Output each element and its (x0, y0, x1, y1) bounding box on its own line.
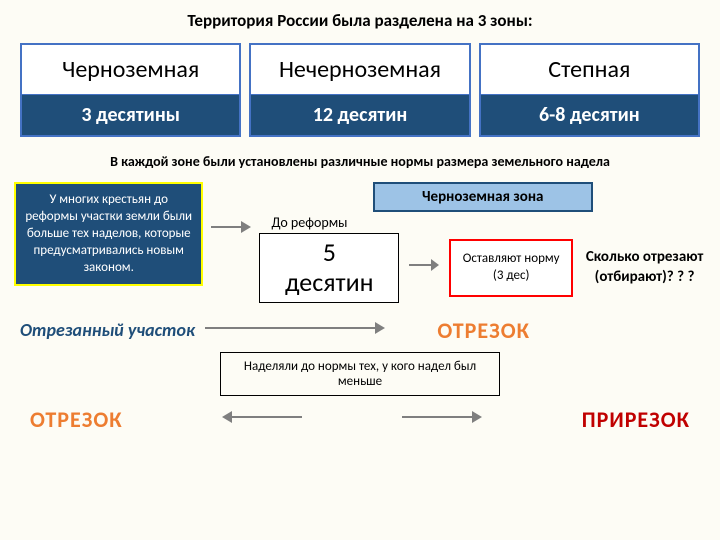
arrow-left-icon (222, 407, 302, 432)
norm-box: Оставляют норму (3 дес) (449, 239, 573, 297)
zone-detail: Черноземная зона До реформы 5 десятин Ос… (259, 182, 706, 303)
arrow-right-icon (211, 182, 251, 272)
cut-label: Отрезанный участок (20, 319, 195, 341)
page-title: Территория России была разделена на 3 зо… (0, 0, 720, 43)
zone-name: Степная (481, 45, 698, 94)
note-text: В каждой зоне были установлены различные… (0, 137, 720, 182)
question-text: Сколько отрезают (отбирают)? ? ? (583, 248, 706, 287)
zone-chernozem: Черноземная 3 десятины (20, 43, 241, 137)
detail-subtitle: До реформы (271, 214, 706, 231)
cut-row: Отрезанный участок ОТРЕЗОК (0, 303, 720, 344)
zones-row: Черноземная 3 десятины Нечерноземная 12 … (0, 43, 720, 137)
arrow-right-icon (409, 255, 439, 280)
zone-value: 3 десятины (22, 94, 239, 135)
zone-name: Черноземная (22, 45, 239, 94)
zone-value: 6-8 десятин (481, 94, 698, 135)
detail-title: Черноземная зона (373, 182, 593, 212)
prirezok-word: ПРИРЕЗОК (582, 406, 690, 433)
zone-nechernozem: Нечерноземная 12 десятин (249, 43, 470, 137)
arrow-right-icon (402, 407, 482, 432)
detail-value: 5 десятин (259, 233, 399, 303)
otrezok-word: ОТРЕЗОК (30, 406, 123, 433)
mid-section: У многих крестьян до реформы участки зем… (0, 182, 720, 303)
zone-value: 12 десятин (251, 94, 468, 135)
bottom-row: ОТРЕЗОК ПРИРЕЗОК (0, 406, 720, 443)
zone-name: Нечерноземная (251, 45, 468, 94)
otrezok-word: ОТРЕЗОК (437, 317, 530, 344)
zone-step: Степная 6-8 десятин (479, 43, 700, 137)
info-box: У многих крестьян до реформы участки зем… (14, 182, 203, 286)
arrow-right-icon (205, 318, 427, 343)
bottom-text-box: Наделяли до нормы тех, у кого надел был … (220, 352, 500, 396)
